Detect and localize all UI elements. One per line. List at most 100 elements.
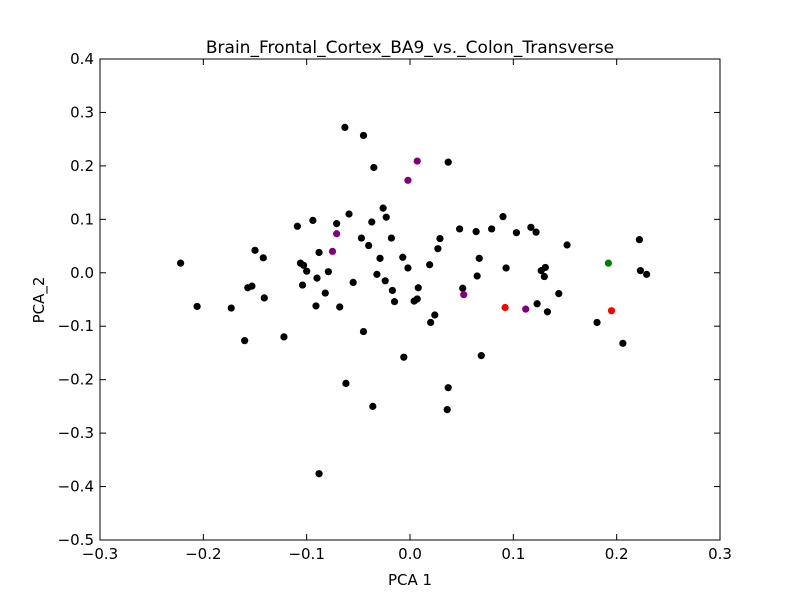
data-point-series-0 (555, 290, 563, 298)
data-point-series-0 (357, 234, 366, 242)
data-point-series-0 (413, 295, 421, 303)
data-point-series-0 (248, 282, 256, 290)
data-point-series-0 (643, 270, 651, 278)
data-point-series-1 (333, 230, 341, 238)
data-point-series-0 (512, 229, 521, 237)
data-point-series-0 (280, 333, 288, 341)
data-point-series-0 (456, 225, 464, 233)
ticks-layer: −0.3 −0.2 −0.1 0.0 0.1 0.2 0.3 0.4 0.3 0.2 0.1 0.0 −… (58, 50, 732, 563)
data-point-series-0 (532, 228, 540, 236)
data-point-series-0 (381, 277, 389, 285)
data-point-series-0 (414, 284, 422, 292)
data-point-series-0 (303, 267, 311, 275)
x-tick-label: −0.2 (185, 545, 221, 563)
y-tick-label: −0.2 (58, 371, 94, 389)
data-point-series-0 (324, 268, 332, 276)
data-point-series-0 (376, 254, 384, 262)
data-point-series-1 (404, 176, 412, 184)
data-point-series-0 (472, 228, 480, 236)
data-point-series-0 (333, 220, 341, 228)
y-tick-label: 0.3 (70, 103, 94, 121)
data-point-series-0 (313, 274, 321, 282)
data-point-series-0 (359, 327, 368, 336)
x-tick-label: 0.3 (708, 545, 732, 563)
data-point-series-0 (193, 302, 201, 311)
data-point-series-1 (328, 247, 337, 255)
data-point-series-0 (533, 300, 541, 308)
data-point-series-0 (499, 213, 507, 221)
data-point-series-0 (636, 267, 645, 275)
data-point-series-0 (359, 131, 368, 140)
data-point-series-0 (459, 284, 467, 292)
y-tick-label: −0.5 (58, 531, 94, 549)
data-point-series-0 (315, 248, 323, 257)
data-point-series-0 (444, 158, 452, 166)
data-point-series-0 (365, 241, 373, 250)
y-tick-label: 0.4 (70, 50, 94, 68)
y-tick-label: −0.1 (58, 317, 94, 335)
y-tick-label: −0.3 (58, 424, 94, 442)
data-point-series-0 (443, 405, 451, 414)
data-point-series-0 (399, 253, 407, 261)
points-layer (177, 123, 651, 478)
y-tick-label: −0.4 (58, 478, 94, 496)
data-point-series-0 (298, 281, 307, 289)
data-point-series-0 (543, 308, 552, 316)
data-point-series-0 (563, 241, 571, 249)
x-tick-label: 0.2 (605, 545, 629, 563)
data-point-series-2 (607, 307, 616, 315)
data-point-series-0 (427, 318, 435, 327)
data-point-series-0 (541, 263, 549, 272)
x-tick-label: −0.1 (288, 545, 324, 563)
y-axis-title: PCA_2 (30, 277, 49, 324)
data-point-series-0 (635, 236, 644, 244)
data-point-series-0 (477, 352, 485, 360)
data-point-series-0 (404, 264, 412, 272)
data-point-series-3 (604, 259, 613, 267)
data-point-series-1 (413, 157, 421, 165)
data-point-series-0 (388, 286, 397, 295)
x-axis-title: PCA 1 (388, 571, 432, 589)
data-point-series-0 (502, 264, 510, 272)
data-point-series-0 (400, 353, 408, 361)
data-point-series-1 (522, 305, 530, 313)
data-point-series-0 (321, 289, 329, 297)
data-point-series-0 (473, 272, 481, 280)
data-point-series-0 (293, 222, 301, 230)
y-tick-label: 0.0 (70, 264, 94, 282)
data-point-series-0 (593, 318, 601, 327)
data-point-series-0 (315, 470, 323, 478)
data-point-series-0 (260, 294, 268, 302)
data-point-series-0 (475, 254, 483, 262)
data-point-series-0 (431, 311, 439, 319)
data-point-series-0 (368, 218, 376, 226)
data-point-series-0 (259, 254, 267, 262)
x-tick-label: 0.0 (398, 545, 422, 563)
data-point-series-0 (227, 304, 235, 312)
data-point-series-0 (540, 272, 548, 281)
y-tick-label: 0.1 (70, 210, 94, 228)
data-point-series-0 (373, 270, 381, 278)
data-point-series-0 (382, 213, 390, 221)
data-point-series-0 (434, 245, 442, 253)
data-point-series-0 (426, 261, 434, 269)
data-point-series-0 (341, 123, 349, 132)
data-point-series-0 (370, 163, 378, 172)
data-point-series-0 (177, 259, 185, 267)
data-point-series-0 (312, 302, 320, 310)
data-point-series-0 (488, 225, 496, 233)
data-point-series-0 (379, 204, 387, 212)
x-tick-label: 0.1 (501, 545, 525, 563)
data-point-series-0 (299, 261, 308, 269)
data-point-series-1 (460, 291, 468, 299)
data-point-series-0 (369, 402, 377, 410)
data-point-series-0 (336, 303, 344, 311)
data-point-series-0 (345, 210, 353, 218)
data-point-series-0 (349, 278, 357, 286)
x-tick-label: −0.3 (82, 545, 118, 563)
plot-frame (99, 58, 721, 541)
chart-title: Brain_Frontal_Cortex_BA9_vs._Colon_Trans… (206, 38, 614, 58)
data-point-series-0 (444, 384, 452, 392)
data-point-series-0 (390, 298, 399, 306)
